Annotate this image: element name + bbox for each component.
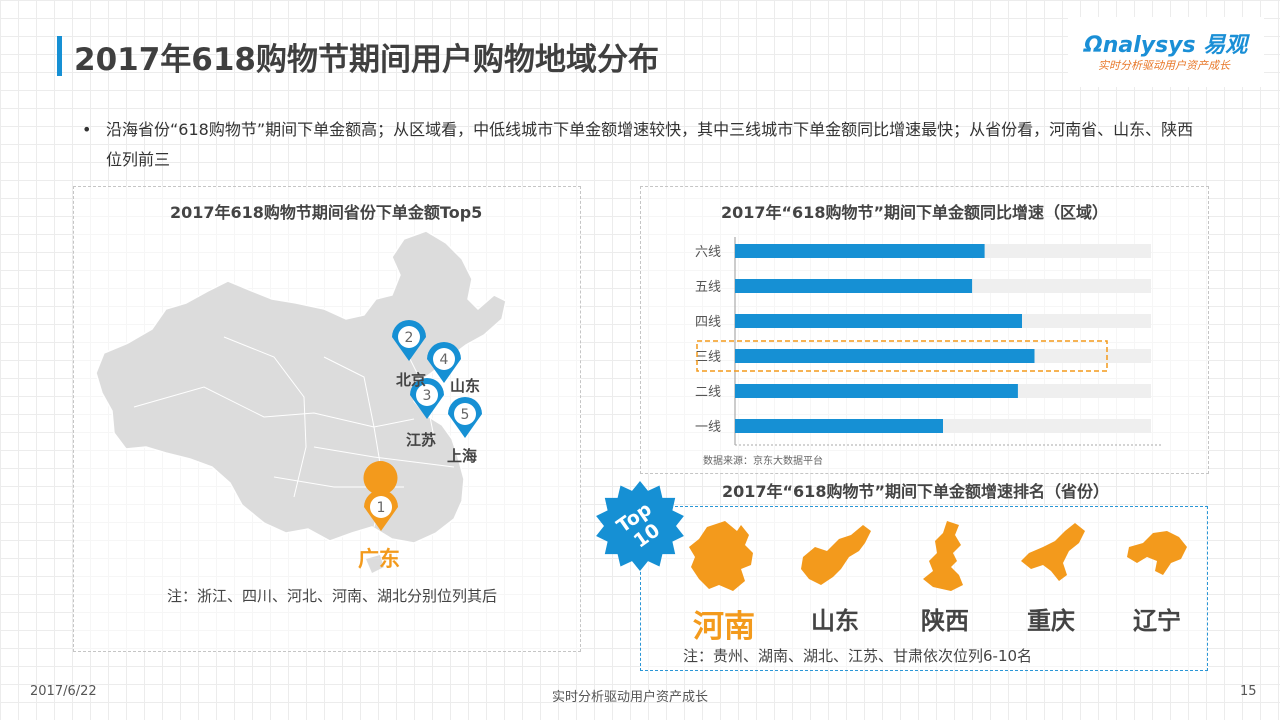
pin-label-jiangsu: 江苏 bbox=[406, 431, 437, 449]
liaoning-map-icon bbox=[1127, 531, 1187, 575]
category-label: 五线 bbox=[695, 280, 721, 295]
pin-rank-5: 5 bbox=[461, 407, 470, 423]
province-top5-panel: 2017年618购物节期间省份下单金额Top5 1 2 3 bbox=[73, 186, 581, 652]
bar bbox=[735, 314, 1022, 328]
pin-beijing: 2 bbox=[392, 320, 426, 361]
pin-rank-1: 1 bbox=[377, 500, 386, 516]
top10-badge: Top 10 bbox=[596, 481, 684, 571]
province-henan: 河南 bbox=[679, 517, 769, 647]
bullet-marker: • bbox=[82, 120, 92, 139]
pin-rank-4: 4 bbox=[440, 352, 449, 368]
category-label: 一线 bbox=[695, 420, 721, 435]
title-accent-bar bbox=[57, 36, 62, 76]
shaanxi-map-icon bbox=[923, 521, 963, 591]
china-map-outline bbox=[95, 230, 507, 544]
summary-paragraph: • 沿海省份“618购物节”期间下单金额高；从区域看，中低线城市下单金额增速较快… bbox=[82, 115, 1202, 175]
footer-page-number: 15 bbox=[1240, 684, 1257, 699]
data-source-label: 数据来源：京东大数据平台 bbox=[703, 454, 823, 467]
province-note: 注：浙江、四川、河北、河南、湖北分别位列其后 bbox=[167, 587, 498, 605]
summary-text: 沿海省份“618购物节”期间下单金额高；从区域看，中低线城市下单金额增速较快，其… bbox=[106, 120, 1194, 169]
category-label: 六线 bbox=[695, 245, 721, 260]
bar bbox=[735, 349, 1035, 363]
chongqing-map-icon bbox=[1021, 523, 1085, 581]
category-label: 四线 bbox=[695, 315, 721, 330]
province-name-shaanxi: 陕西 bbox=[921, 607, 969, 635]
pin-label-guangdong: 广东 bbox=[358, 547, 400, 571]
province-shaanxi: 陕西 bbox=[903, 517, 987, 647]
pin-label-beijing: 北京 bbox=[396, 371, 427, 389]
bar bbox=[735, 279, 973, 293]
henan-map-icon bbox=[689, 521, 753, 591]
page-title: 2017年618购物节期间用户购物地域分布 bbox=[74, 42, 659, 78]
bar bbox=[735, 419, 943, 433]
category-label: 三线 bbox=[695, 350, 721, 365]
badge-starburst bbox=[596, 481, 684, 571]
highlight-box bbox=[696, 340, 1108, 372]
region-growth-panel: 2017年“618购物节”期间下单金额同比增速（区域） 六线五线四线三线二线一线… bbox=[640, 186, 1209, 474]
footer-slogan: 实时分析驱动用户资产成长 bbox=[552, 690, 709, 705]
province-liaoning: 辽宁 bbox=[1115, 517, 1199, 647]
footer-date: 2017/6/22 bbox=[30, 684, 97, 699]
logo-tagline: 实时分析驱动用户资产成长 bbox=[1098, 59, 1230, 72]
hainan-island bbox=[366, 555, 384, 573]
pin-label-shanghai: 上海 bbox=[447, 447, 478, 465]
province-name-shandong: 山东 bbox=[811, 607, 859, 635]
pin-shanghai: 5 bbox=[448, 397, 482, 438]
pin-guangdong: 1 bbox=[363, 461, 398, 531]
shandong-map-icon bbox=[801, 525, 871, 585]
province-name-liaoning: 辽宁 bbox=[1133, 607, 1181, 635]
bar bbox=[735, 244, 985, 258]
top10-title: 2017年“618购物节”期间下单金额增速排名（省份） bbox=[722, 482, 1109, 501]
province-top5-title: 2017年618购物节期间省份下单金额Top5 bbox=[170, 203, 483, 222]
category-label: 二线 bbox=[695, 385, 721, 400]
pin-jiangsu: 3 bbox=[410, 378, 444, 419]
region-chart-title: 2017年“618购物节”期间下单金额同比增速（区域） bbox=[721, 203, 1108, 222]
pin-rank-2: 2 bbox=[405, 330, 414, 346]
province-name-henan: 河南 bbox=[693, 609, 755, 645]
bar bbox=[735, 384, 1018, 398]
analysys-logo: Ωnalysys 易观 实时分析驱动用户资产成长 bbox=[1068, 17, 1264, 87]
logo-wordmark: Ωnalysys 易观 bbox=[1084, 33, 1248, 58]
top10-note: 注：贵州、湖南、湖北、江苏、甘肃依次位列6-10名 bbox=[683, 647, 1033, 665]
pin-shandong: 4 bbox=[427, 342, 461, 383]
pin-label-shandong: 山东 bbox=[450, 377, 481, 395]
province-shandong: 山东 bbox=[793, 517, 877, 647]
top10-panel: 河南 山东 陕西 重庆 辽宁 注：贵州、湖南、湖北、江苏、甘肃依次位列6-10名 bbox=[640, 506, 1208, 671]
province-chongqing: 重庆 bbox=[1009, 517, 1093, 647]
province-name-chongqing: 重庆 bbox=[1027, 607, 1075, 635]
pin-rank-3: 3 bbox=[423, 388, 432, 404]
china-map: 1 2 3 4 5 bbox=[95, 230, 507, 573]
